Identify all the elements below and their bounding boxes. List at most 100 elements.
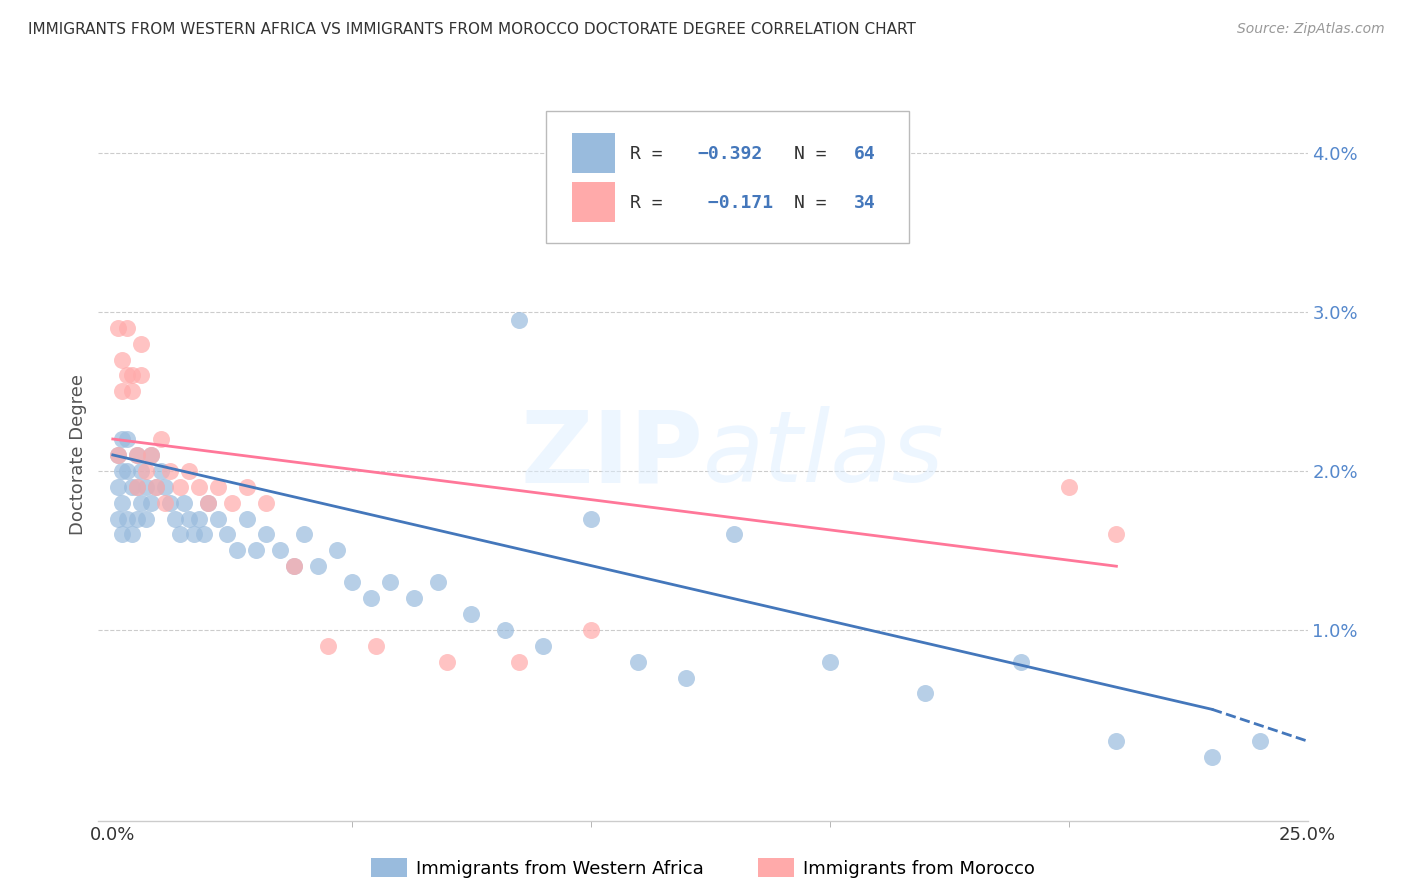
Text: N =: N = (793, 145, 837, 162)
Point (111, 352, 134, 367)
Point (207, 480, 229, 494)
Point (460, 607, 482, 621)
Point (193, 527, 215, 541)
Point (135, 464, 157, 478)
Point (111, 527, 134, 541)
Point (183, 527, 205, 541)
Text: −0.392: −0.392 (697, 145, 762, 162)
Point (723, 527, 745, 541)
Point (111, 432, 134, 446)
Point (159, 464, 181, 478)
Point (360, 591, 382, 605)
Point (121, 368, 143, 383)
Text: 64: 64 (855, 145, 876, 162)
Point (402, 591, 425, 605)
Point (125, 448, 148, 462)
Point (1105, 527, 1128, 541)
Point (292, 527, 315, 541)
Point (221, 495, 243, 509)
Point (283, 559, 305, 574)
Point (378, 575, 401, 590)
Point (269, 543, 291, 558)
Point (627, 655, 650, 669)
Point (131, 464, 153, 478)
Point (145, 480, 167, 494)
Point (111, 384, 134, 399)
Point (107, 480, 129, 494)
Point (1057, 480, 1080, 494)
Point (426, 575, 449, 590)
Point (675, 202, 697, 216)
Point (197, 495, 219, 509)
Point (494, 623, 516, 637)
Point (163, 511, 186, 525)
Point (107, 448, 129, 462)
Point (508, 655, 530, 669)
Point (197, 495, 219, 509)
Point (307, 559, 329, 574)
Point (131, 368, 153, 383)
Point (316, 639, 339, 653)
Point (187, 511, 209, 525)
Point (115, 464, 138, 478)
Point (207, 511, 229, 525)
Point (135, 511, 157, 525)
Point (125, 511, 148, 525)
Point (131, 336, 153, 351)
Text: 34: 34 (855, 194, 876, 211)
Point (531, 639, 554, 653)
Point (169, 527, 191, 541)
Point (121, 480, 143, 494)
Point (135, 480, 157, 494)
Point (139, 495, 162, 509)
Point (111, 464, 134, 478)
Point (818, 655, 841, 669)
Point (125, 480, 148, 494)
FancyBboxPatch shape (546, 112, 908, 243)
Point (914, 686, 936, 700)
Point (1105, 734, 1128, 748)
Point (187, 480, 209, 494)
Text: R =: R = (630, 145, 673, 162)
Point (326, 543, 349, 558)
Point (145, 480, 167, 494)
Text: ZIP: ZIP (520, 407, 703, 503)
Point (125, 480, 148, 494)
Point (125, 448, 148, 462)
Point (579, 511, 602, 525)
Bar (572, 182, 614, 222)
Point (121, 527, 143, 541)
Point (155, 480, 177, 494)
Point (436, 655, 458, 669)
Point (226, 543, 249, 558)
Point (579, 623, 602, 637)
Point (245, 543, 267, 558)
Point (179, 464, 201, 478)
Point (508, 312, 530, 326)
Point (115, 432, 138, 446)
Legend: Immigrants from Western Africa, Immigrants from Morocco: Immigrants from Western Africa, Immigran… (364, 851, 1042, 885)
Point (173, 495, 195, 509)
Point (115, 511, 138, 525)
Text: IMMIGRANTS FROM WESTERN AFRICA VS IMMIGRANTS FROM MOROCCO DOCTORATE DEGREE CORRE: IMMIGRANTS FROM WESTERN AFRICA VS IMMIGR… (28, 22, 915, 37)
Text: R =: R = (630, 194, 673, 211)
Y-axis label: Doctorate Degree: Doctorate Degree (69, 375, 87, 535)
Point (675, 671, 697, 685)
Point (155, 495, 177, 509)
Point (283, 559, 305, 574)
Point (149, 464, 172, 478)
Point (107, 511, 129, 525)
Point (169, 480, 191, 494)
Point (115, 320, 138, 334)
Point (115, 368, 138, 383)
Point (139, 448, 162, 462)
Point (179, 511, 201, 525)
Point (235, 511, 257, 525)
Point (235, 480, 257, 494)
Point (111, 495, 134, 509)
Point (121, 384, 143, 399)
Point (217, 527, 239, 541)
Point (131, 495, 153, 509)
Point (139, 448, 162, 462)
Text: −0.171: −0.171 (697, 194, 773, 211)
